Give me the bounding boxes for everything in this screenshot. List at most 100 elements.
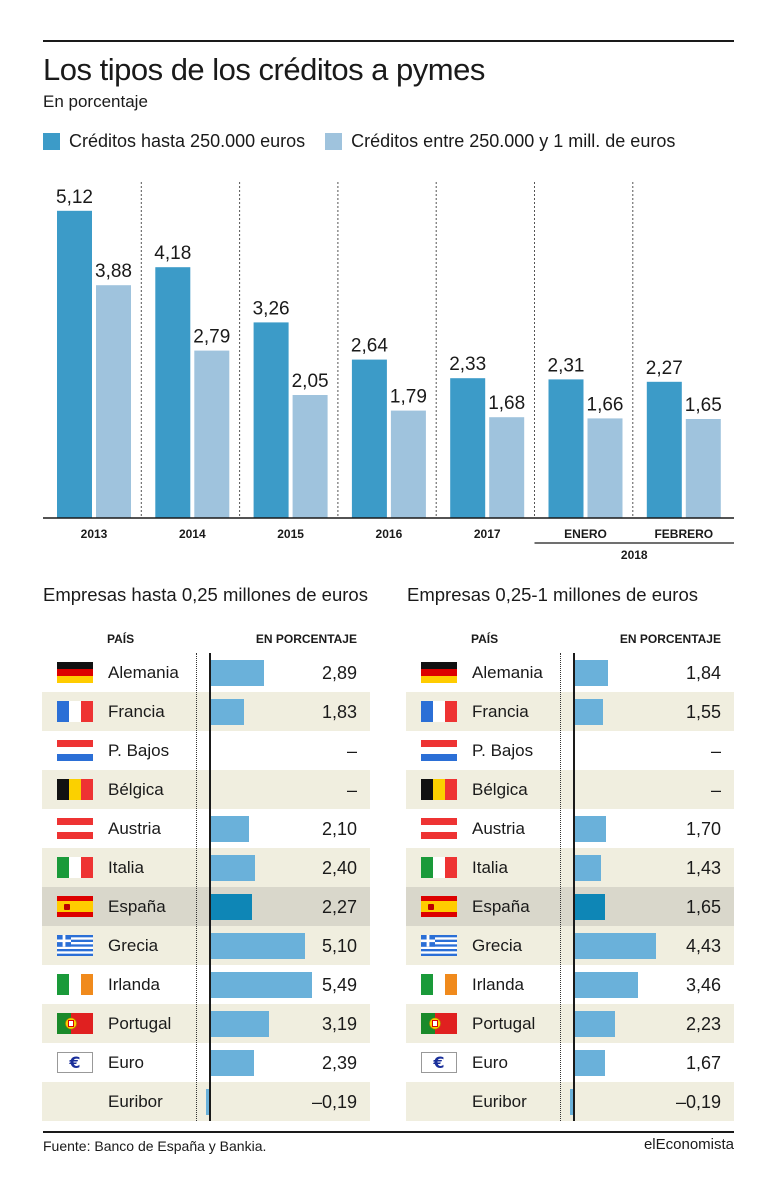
france-flag-icon (421, 701, 457, 722)
portugal-flag-icon (421, 1013, 457, 1034)
bar-value-label: 2,05 (292, 371, 329, 392)
table-right: PAÍS EN PORCENTAJE Alemania 1,84 Francia 1,55… (406, 620, 734, 1121)
bar-2 (489, 417, 525, 518)
value-label: –0,19 (675, 1092, 721, 1112)
bar-value-label: 4,18 (154, 243, 191, 264)
x-tick-label: 2015 (277, 527, 304, 541)
value-label: 1,70 (685, 819, 721, 839)
spain-flag-icon (57, 896, 93, 917)
legend: Créditos hasta 250.000 euros Créditos en… (43, 128, 695, 154)
value-label: 2,89 (321, 663, 357, 683)
bar-2 (96, 285, 131, 518)
country-name: Irlanda (472, 975, 524, 994)
country-name: España (472, 897, 530, 916)
table-row: Portugal 2,23 (406, 1004, 734, 1043)
bar-1 (548, 379, 584, 518)
table-row: Grecia 5,10 (42, 926, 370, 965)
bar-value-label: 2,27 (646, 358, 683, 379)
value-bar (210, 699, 244, 725)
table-left: PAÍS EN PORCENTAJE Alemania 2,89 Francia 1,83… (42, 620, 370, 1121)
value-label: –0,19 (311, 1092, 357, 1112)
value-label: – (346, 780, 357, 800)
country-name: P. Bajos (472, 741, 534, 760)
source-note: Fuente: Banco de España y Bankia. (43, 1138, 267, 1154)
col-header-country: PAÍS (471, 632, 499, 646)
value-bar (574, 660, 609, 686)
x-tick-label: 2016 (376, 527, 403, 541)
legend-swatch-series2 (325, 132, 343, 150)
bar-2 (390, 410, 426, 518)
bar-zero-axis (573, 653, 575, 1121)
col-header-value: EN PORCENTAJE (255, 632, 357, 646)
value-label: – (710, 780, 721, 800)
euro-icon: € (421, 1052, 457, 1073)
country-name: Bélgica (108, 780, 164, 799)
table-row: Francia 1,83 (42, 692, 370, 731)
spain-flag-icon (421, 896, 457, 917)
bar-value-label: 3,26 (253, 298, 290, 319)
table-row: Alemania 1,84 (406, 653, 734, 692)
table-header: PAÍS EN PORCENTAJE (42, 620, 370, 653)
value-bar (574, 1050, 605, 1076)
country-name: Italia (108, 858, 144, 877)
value-bar (570, 1089, 574, 1115)
bar-value-label: 1,65 (685, 395, 722, 416)
bar-1 (57, 210, 92, 519)
value-label: 2,10 (321, 819, 357, 839)
legend-item-series2: Créditos entre 250.000 y 1 mill. de euro… (325, 131, 675, 152)
table-row: Irlanda 3,46 (406, 965, 734, 1004)
table-row: Irlanda 5,49 (42, 965, 370, 1004)
bar-2 (685, 419, 721, 518)
country-name: Euribor (108, 1092, 163, 1111)
ireland-flag-icon (57, 974, 93, 995)
table-row: Francia 1,55 (406, 692, 734, 731)
table-row: € Euro 2,39 (42, 1043, 370, 1082)
belgium-flag-icon (421, 779, 457, 800)
country-name: España (108, 897, 166, 916)
table-row: Bélgica – (406, 770, 734, 809)
value-label: – (346, 741, 357, 761)
value-label: 2,40 (321, 858, 357, 878)
value-label: 5,10 (321, 936, 357, 956)
euro-icon: € (57, 1052, 93, 1073)
bar-1 (646, 381, 682, 518)
x-tick-label: FEBRERO (654, 527, 713, 541)
austria-flag-icon (57, 818, 93, 839)
table-row: € Euro 1,67 (406, 1043, 734, 1082)
column-divider (196, 653, 197, 1121)
value-label: 5,49 (321, 975, 357, 995)
country-name: Italia (472, 858, 508, 877)
bar-value-label: 2,64 (351, 336, 388, 357)
year-group-label: 2018 (621, 548, 648, 560)
country-name: Alemania (472, 663, 543, 682)
germany-flag-icon (421, 662, 457, 683)
country-name: P. Bajos (108, 741, 170, 760)
x-tick-label: ENERO (564, 527, 607, 541)
value-label: – (710, 741, 721, 761)
legend-item-series1: Créditos hasta 250.000 euros (43, 131, 305, 152)
value-bar (210, 855, 255, 881)
france-flag-icon (57, 701, 93, 722)
value-label: 1,83 (321, 702, 357, 722)
table-left-title: Empresas hasta 0,25 millones de euros (43, 584, 368, 605)
bar-value-label: 1,79 (390, 387, 427, 408)
value-label: 3,19 (321, 1014, 357, 1034)
country-name: Grecia (472, 936, 523, 955)
bar-value-label: 1,66 (587, 394, 624, 415)
country-name: Francia (108, 702, 165, 721)
value-bar (206, 1089, 210, 1115)
value-label: 1,65 (685, 897, 721, 917)
table-right-title: Empresas 0,25-1 millones de euros (407, 584, 699, 605)
bar-1 (450, 378, 486, 518)
value-bar-highlight (574, 894, 605, 920)
value-label: 2,27 (321, 897, 357, 917)
netherlands-flag-icon (57, 740, 93, 761)
table-row: Bélgica – (42, 770, 370, 809)
bar-value-label: 3,88 (95, 261, 132, 282)
italy-flag-icon (421, 857, 457, 878)
value-label: 2,23 (685, 1014, 721, 1034)
austria-flag-icon (421, 818, 457, 839)
value-bar (210, 1011, 270, 1037)
col-header-country: PAÍS (107, 632, 135, 646)
bar-zero-axis (209, 653, 211, 1121)
